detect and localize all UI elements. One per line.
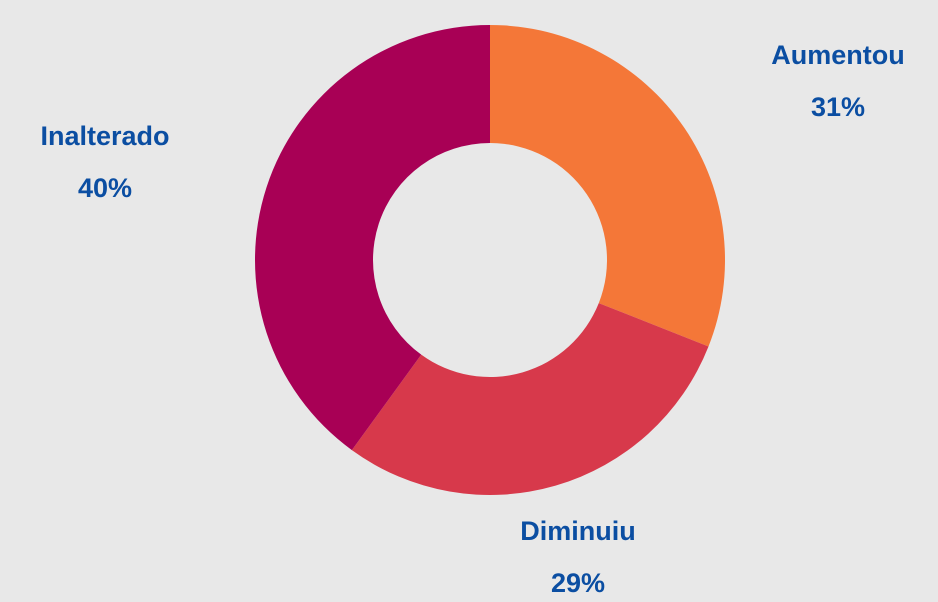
- slice-value-label: 40%: [78, 173, 132, 203]
- donut-slice: [254, 25, 490, 451]
- slice-label: Aumentou: [771, 40, 904, 70]
- slice-label: Diminuiu: [520, 516, 636, 546]
- donut-slice: [351, 303, 709, 495]
- slice-label: Inalterado: [40, 121, 169, 151]
- donut-slice: [490, 25, 725, 347]
- slice-value-label: 29%: [551, 568, 605, 598]
- slice-value-label: 31%: [811, 92, 865, 122]
